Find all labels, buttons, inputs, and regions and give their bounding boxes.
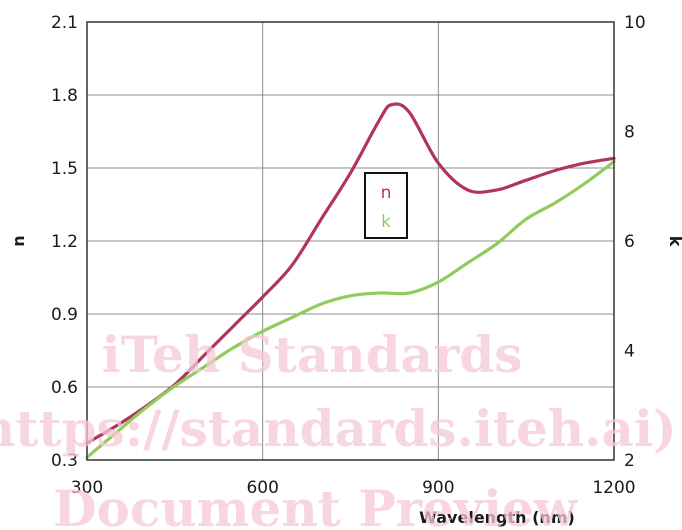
x-tick-label: 1200: [592, 478, 635, 498]
x-axis-ticks: 300 600 900 1200: [71, 478, 636, 498]
y-axis-ticks: 0.3 0.6 0.9 1.2 1.5 1.8 2.1: [51, 13, 78, 471]
x-tick-label: 600: [246, 478, 278, 498]
legend: n k: [364, 172, 408, 239]
watermark: iTeh Standards (https://standards.iteh.a…: [0, 325, 677, 530]
y-tick-label: 1.8: [51, 86, 78, 106]
y-tick-label: 0.3: [51, 451, 78, 471]
y2-tick-label: 6: [624, 232, 635, 252]
x-axis-label: Wavelength (nm): [419, 508, 575, 527]
watermark-line-3: Document Preview: [53, 479, 579, 530]
y-tick-label: 0.6: [51, 378, 78, 398]
y2-tick-label: 8: [624, 123, 635, 143]
series-line-k: [85, 160, 616, 459]
x-tick-label: 900: [422, 478, 454, 498]
y2-tick-label: 4: [624, 342, 635, 362]
plot-frame: [86, 21, 615, 461]
y2-tick-label: 10: [624, 13, 646, 33]
y-tick-label: 1.5: [51, 159, 78, 179]
series-layer: [85, 102, 616, 459]
x-tick-label: 300: [71, 478, 103, 498]
legend-box: [364, 172, 408, 239]
legend-label-k: k: [381, 212, 391, 232]
y2-axis-label: k: [666, 236, 682, 247]
y-tick-label: 2.1: [51, 13, 78, 33]
y-axis-label: n: [9, 235, 28, 246]
y2-tick-label: 2: [624, 451, 635, 471]
series-line-n: [85, 102, 616, 445]
watermark-line-2: (https://standards.iteh.ai): [0, 399, 677, 458]
y-tick-label: 1.2: [51, 232, 78, 252]
legend-label-n: n: [381, 183, 392, 203]
y-tick-label: 0.9: [51, 305, 78, 325]
y2-axis-ticks: 2 4 6 8 10: [624, 13, 646, 471]
watermark-line-1: iTeh Standards: [102, 325, 523, 384]
